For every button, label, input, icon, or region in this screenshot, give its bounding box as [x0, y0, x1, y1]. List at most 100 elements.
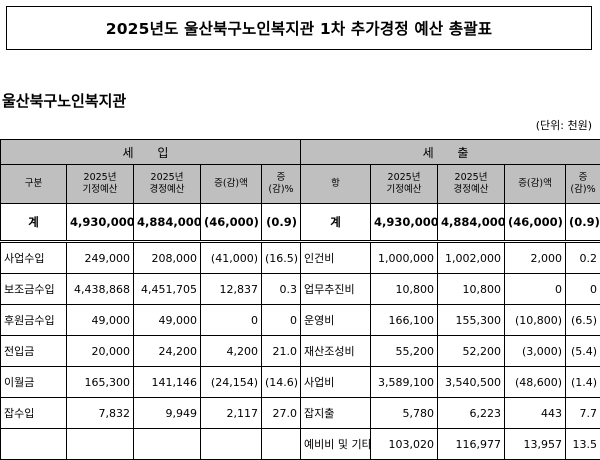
- income-change: (24,154): [201, 367, 262, 398]
- income-change: 2,117: [201, 398, 262, 429]
- income-item-label: 사업수입: [1, 242, 67, 274]
- expense-item-label: 인건비: [301, 242, 371, 274]
- expense-revised: 3,540,500: [438, 367, 505, 398]
- expense-total-change: (46,000): [505, 204, 566, 242]
- expense-section-header: 세 출: [301, 140, 600, 165]
- page-title: 2025년도 울산북구노인복지관 1차 추가경정 예산 총괄표: [6, 6, 592, 50]
- expense-change: (10,800): [505, 305, 566, 336]
- expense-item-label: 예비비 및 기타: [301, 429, 371, 460]
- expense-total-original: 4,930,000: [371, 204, 438, 242]
- organization-name: 울산북구노인복지관: [2, 90, 126, 111]
- income-revised: 141,146: [134, 367, 201, 398]
- expense-item-label: 업무추진비: [301, 274, 371, 305]
- expense-original: 1,000,000: [371, 242, 438, 274]
- expense-change: (3,000): [505, 336, 566, 367]
- income-pct: (14.6): [262, 367, 301, 398]
- income-empty-cell: [134, 429, 201, 460]
- expense-col-header-change-pct: 증(감)%: [566, 165, 600, 204]
- expense-pct: (6.5): [566, 305, 600, 336]
- expense-item-label: 재산조성비: [301, 336, 371, 367]
- income-pct: 0.3: [262, 274, 301, 305]
- income-section-header: 세 입: [1, 140, 301, 165]
- expense-change: 2,000: [505, 242, 566, 274]
- expense-change: 13,957: [505, 429, 566, 460]
- income-empty-cell: [201, 429, 262, 460]
- income-revised: 49,000: [134, 305, 201, 336]
- expense-total-pct: (0.9): [566, 204, 600, 242]
- expense-change: 0: [505, 274, 566, 305]
- income-pct: 21.0: [262, 336, 301, 367]
- income-pct: 27.0: [262, 398, 301, 429]
- expense-item-label: 운영비: [301, 305, 371, 336]
- income-total-original: 4,930,000: [67, 204, 134, 242]
- income-change: (41,000): [201, 242, 262, 274]
- expense-original: 103,020: [371, 429, 438, 460]
- income-change: 12,837: [201, 274, 262, 305]
- income-total-label: 계: [1, 204, 67, 242]
- expense-pct: 0.2: [566, 242, 600, 274]
- expense-change: (48,600): [505, 367, 566, 398]
- income-total-pct: (0.9): [262, 204, 301, 242]
- income-col-header-change-amount: 증(감)액: [201, 165, 262, 204]
- income-item-label: 잡수입: [1, 398, 67, 429]
- expense-original: 3,589,100: [371, 367, 438, 398]
- income-item-label: 이월금: [1, 367, 67, 398]
- expense-original: 55,200: [371, 336, 438, 367]
- expense-original: 166,100: [371, 305, 438, 336]
- expense-col-header-original-budget: 2025년 기정예산: [371, 165, 438, 204]
- expense-revised: 10,800: [438, 274, 505, 305]
- income-original: 20,000: [67, 336, 134, 367]
- expense-revised: 1,002,000: [438, 242, 505, 274]
- expense-total-label: 계: [301, 204, 371, 242]
- income-col-header-change-pct: 증(감)%: [262, 165, 301, 204]
- expense-col-header-change-amount: 증(감)액: [505, 165, 566, 204]
- expense-item-label: 사업비: [301, 367, 371, 398]
- income-original: 4,438,868: [67, 274, 134, 305]
- expense-col-header-category: 항: [301, 165, 371, 204]
- income-empty-cell: [262, 429, 301, 460]
- total-row: 계 4,930,000 4,884,000 (46,000) (0.9) 계 4…: [1, 204, 600, 242]
- income-total-revised: 4,884,000: [134, 204, 201, 242]
- expense-col-header-revised-budget: 2025년 경정예산: [438, 165, 505, 204]
- expense-revised: 52,200: [438, 336, 505, 367]
- income-empty-cell: [1, 429, 67, 460]
- income-pct: (16.5): [262, 242, 301, 274]
- income-col-header-original-budget: 2025년 기정예산: [67, 165, 134, 204]
- income-revised: 208,000: [134, 242, 201, 274]
- expense-revised: 155,300: [438, 305, 505, 336]
- expense-original: 5,780: [371, 398, 438, 429]
- expense-item-label: 잡지출: [301, 398, 371, 429]
- expense-pct: 7.7: [566, 398, 600, 429]
- income-pct: 0: [262, 305, 301, 336]
- income-col-header-category: 구분: [1, 165, 67, 204]
- income-empty-cell: [67, 429, 134, 460]
- income-original: 249,000: [67, 242, 134, 274]
- expense-original: 10,800: [371, 274, 438, 305]
- income-change: 4,200: [201, 336, 262, 367]
- income-original: 165,300: [67, 367, 134, 398]
- income-revised: 24,200: [134, 336, 201, 367]
- expense-pct: 13.5: [566, 429, 600, 460]
- expense-pct: (1.4): [566, 367, 600, 398]
- income-total-change: (46,000): [201, 204, 262, 242]
- income-revised: 4,451,705: [134, 274, 201, 305]
- expense-revised: 116,977: [438, 429, 505, 460]
- expense-total-revised: 4,884,000: [438, 204, 505, 242]
- income-original: 7,832: [67, 398, 134, 429]
- income-item-label: 전입금: [1, 336, 67, 367]
- expense-change: 443: [505, 398, 566, 429]
- section-header-row: 세 입 세 출: [1, 140, 600, 165]
- expense-revised: 6,223: [438, 398, 505, 429]
- income-original: 49,000: [67, 305, 134, 336]
- income-item-label: 보조금수입: [1, 274, 67, 305]
- income-col-header-revised-budget: 2025년 경정예산: [134, 165, 201, 204]
